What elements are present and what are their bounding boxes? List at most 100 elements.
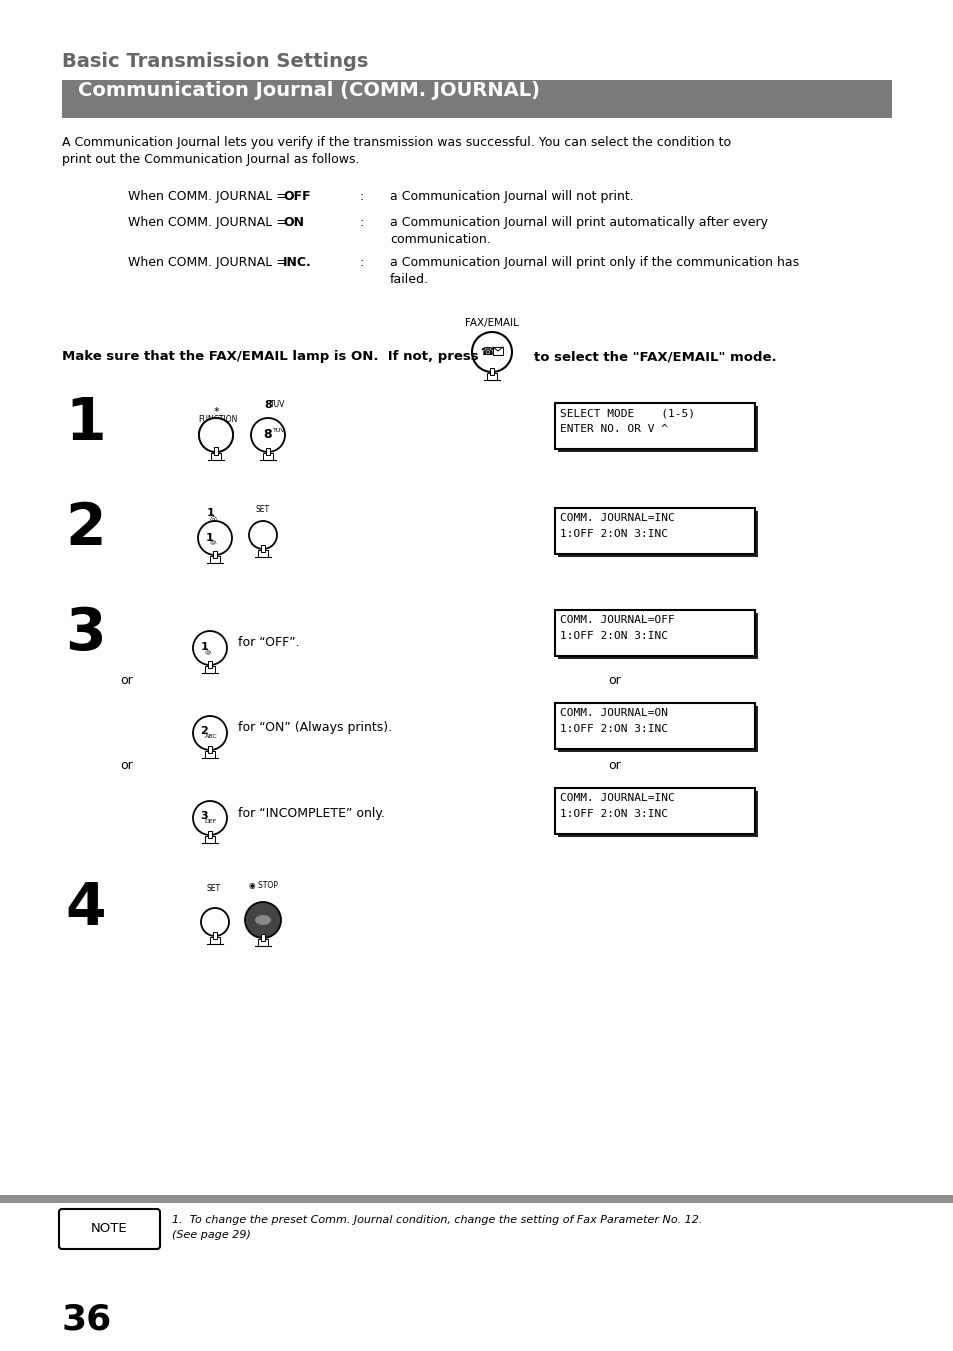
Text: 1: 1 [65, 394, 106, 453]
Text: or: or [120, 674, 132, 688]
Circle shape [193, 801, 227, 835]
Text: 1: 1 [206, 534, 213, 543]
Circle shape [193, 716, 227, 750]
Bar [555, 788, 754, 834]
Text: 1.  To change the preset Comm. Journal condition, change the setting of Fax Para: 1. To change the preset Comm. Journal co… [172, 1215, 701, 1225]
Bar [213, 551, 216, 558]
Text: @.: @. [210, 517, 219, 523]
Text: Communication Journal (COMM. JOURNAL): Communication Journal (COMM. JOURNAL) [78, 81, 539, 100]
Text: to select the "FAX/EMAIL" mode.: to select the "FAX/EMAIL" mode. [534, 350, 776, 363]
Text: print out the Communication Journal as follows.: print out the Communication Journal as f… [62, 153, 359, 166]
Text: When COMM. JOURNAL =: When COMM. JOURNAL = [128, 216, 291, 230]
Text: 2: 2 [200, 725, 208, 736]
Text: NOTE: NOTE [91, 1223, 127, 1236]
Text: 8: 8 [263, 428, 272, 442]
Text: 1: 1 [207, 508, 214, 517]
Text: SET: SET [207, 884, 221, 893]
Text: a Communication Journal will not print.: a Communication Journal will not print. [390, 190, 633, 203]
Bar [263, 453, 273, 459]
Text: SET: SET [255, 505, 270, 513]
Bar [555, 403, 754, 449]
Bar [257, 550, 268, 557]
Circle shape [198, 521, 232, 555]
Text: 1: 1 [201, 642, 209, 653]
Bar [555, 611, 754, 657]
Text: OFF: OFF [283, 190, 311, 203]
Text: :: : [359, 216, 364, 230]
Bar [493, 347, 502, 355]
Text: FAX/EMAIL: FAX/EMAIL [464, 317, 518, 328]
Bar [213, 932, 216, 939]
FancyBboxPatch shape [59, 1209, 160, 1250]
Bar [213, 447, 218, 455]
Text: for “OFF”.: for “OFF”. [237, 636, 299, 650]
Text: @.: @. [205, 650, 213, 655]
Bar [62, 80, 891, 118]
Bar [208, 746, 212, 753]
Ellipse shape [254, 915, 271, 925]
Text: a Communication Journal will print only if the communication has: a Communication Journal will print only … [390, 255, 799, 269]
Circle shape [199, 417, 233, 453]
Text: A Communication Journal lets you verify if the transmission was successful. You : A Communication Journal lets you verify … [62, 136, 730, 149]
Text: 4: 4 [65, 880, 106, 938]
Bar [486, 373, 497, 380]
Circle shape [249, 521, 276, 549]
Text: TUV: TUV [273, 428, 285, 434]
Text: or: or [608, 674, 620, 688]
Text: When COMM. JOURNAL =: When COMM. JOURNAL = [128, 255, 291, 269]
Bar [211, 453, 221, 459]
Text: for “INCOMPLETE” only.: for “INCOMPLETE” only. [237, 807, 385, 820]
Text: 1:OFF 2:ON 3:INC: 1:OFF 2:ON 3:INC [559, 631, 667, 640]
Text: :: : [359, 190, 364, 203]
Bar [208, 661, 212, 667]
Circle shape [193, 631, 227, 665]
Text: communication.: communication. [390, 232, 490, 246]
Text: DEF: DEF [205, 819, 217, 824]
Text: COMM. JOURNAL=INC: COMM. JOURNAL=INC [559, 513, 674, 523]
Bar [210, 557, 220, 563]
Bar [555, 703, 754, 748]
Bar [555, 508, 754, 554]
Bar [208, 831, 212, 838]
Text: or: or [608, 759, 620, 771]
Text: 2: 2 [65, 500, 106, 557]
Text: SELECT MODE    (1-5): SELECT MODE (1-5) [559, 408, 695, 417]
Text: for “ON” (Always prints).: for “ON” (Always prints). [237, 721, 392, 735]
Text: 3: 3 [200, 811, 208, 821]
Circle shape [251, 417, 285, 453]
Bar [205, 751, 214, 758]
Text: TUV: TUV [270, 400, 285, 409]
Text: @.: @. [210, 540, 218, 544]
Bar [261, 934, 265, 942]
Bar [558, 511, 758, 557]
Bar [0, 1196, 953, 1202]
Circle shape [199, 417, 233, 453]
Bar [558, 407, 758, 453]
Text: COMM. JOURNAL=INC: COMM. JOURNAL=INC [559, 793, 674, 802]
Bar [558, 707, 758, 753]
Text: :: : [359, 255, 364, 269]
Text: 1:OFF 2:ON 3:INC: 1:OFF 2:ON 3:INC [559, 809, 667, 819]
Circle shape [201, 908, 229, 936]
Text: Basic Transmission Settings: Basic Transmission Settings [62, 51, 368, 72]
Text: *: * [213, 407, 218, 417]
Text: INC.: INC. [283, 255, 312, 269]
Text: When COMM. JOURNAL =: When COMM. JOURNAL = [128, 190, 291, 203]
Bar [490, 367, 494, 376]
Text: a Communication Journal will print automatically after every: a Communication Journal will print autom… [390, 216, 767, 230]
Text: ABC: ABC [204, 734, 217, 739]
Circle shape [472, 332, 512, 372]
Text: ON: ON [283, 216, 304, 230]
Text: ENTER NO. OR V ^: ENTER NO. OR V ^ [559, 424, 667, 434]
Text: FUNCTION: FUNCTION [198, 415, 237, 424]
Text: ◉ STOP: ◉ STOP [249, 881, 277, 890]
Text: ☎: ☎ [479, 347, 494, 357]
Bar [205, 836, 214, 843]
Bar [266, 449, 270, 455]
Text: 3: 3 [65, 605, 106, 662]
Text: COMM. JOURNAL=ON: COMM. JOURNAL=ON [559, 708, 667, 717]
Text: 1:OFF 2:ON 3:INC: 1:OFF 2:ON 3:INC [559, 724, 667, 734]
Text: (See page 29): (See page 29) [172, 1229, 251, 1240]
Bar [558, 790, 758, 838]
Text: Make sure that the FAX/EMAIL lamp is ON.  If not, press: Make sure that the FAX/EMAIL lamp is ON.… [62, 350, 478, 363]
